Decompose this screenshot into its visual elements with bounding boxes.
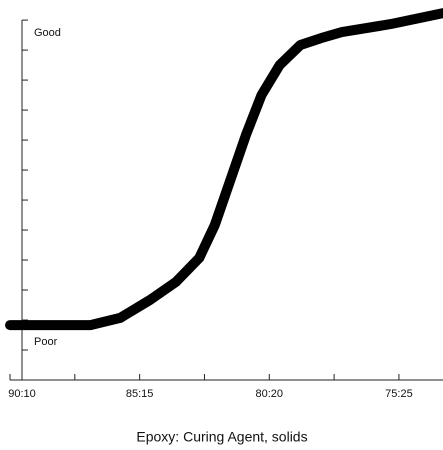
x-axis-label: Epoxy: Curing Agent, solids xyxy=(136,429,307,445)
x-tick-label: 90:10 xyxy=(8,388,36,400)
curve xyxy=(5,8,443,331)
annotation: Good xyxy=(34,27,61,39)
x-tick-label: 75:25 xyxy=(385,388,413,400)
x-tick-label: 80:20 xyxy=(256,388,284,400)
annotation: Poor xyxy=(34,336,58,348)
x-tick-label: 85:15 xyxy=(126,388,154,400)
